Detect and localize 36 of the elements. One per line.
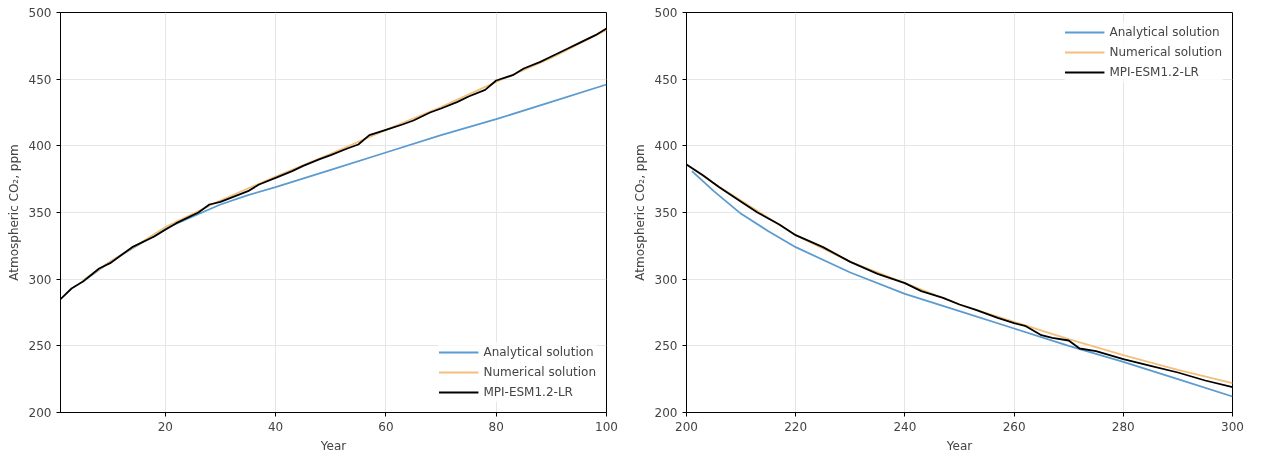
x-tick-label: 300 xyxy=(1221,419,1244,434)
y-tick-label: 350 xyxy=(28,206,52,220)
legend-label: Analytical solution xyxy=(1109,25,1220,39)
y-tick-label: 200 xyxy=(28,406,52,420)
x-tick-label: 220 xyxy=(784,419,808,434)
x-tick-label: 260 xyxy=(1002,419,1026,434)
legend-label: Numerical solution xyxy=(1109,45,1222,59)
y-tick-label: 450 xyxy=(28,72,52,87)
x-tick-label: 20 xyxy=(157,419,173,434)
legend-label: Analytical solution xyxy=(483,345,594,359)
legend-label: Numerical solution xyxy=(483,365,596,379)
y-tick-label: 400 xyxy=(28,139,52,154)
x-tick-label: 40 xyxy=(267,419,284,434)
y-tick-label: 300 xyxy=(654,272,678,287)
y-tick-label: 250 xyxy=(654,339,678,354)
x-axis-title: Year xyxy=(945,438,973,453)
y-tick-label: 300 xyxy=(28,272,52,287)
y-tick-label: 250 xyxy=(28,339,52,354)
y-tick-label: 500 xyxy=(654,6,678,20)
y-tick-label: 200 xyxy=(654,406,678,420)
line-series xyxy=(81,83,607,283)
y-tick-label: 400 xyxy=(654,139,678,154)
y-axis-title: Atmospheric CO₂, ppm xyxy=(6,144,21,281)
y-tick-label: 350 xyxy=(654,206,678,220)
x-tick-label: 60 xyxy=(378,419,394,434)
y-tick-label: 450 xyxy=(654,72,678,87)
y-tick-label: 500 xyxy=(28,6,52,20)
x-tick-label: 80 xyxy=(488,419,504,434)
x-tick-label: 200 xyxy=(675,419,698,434)
legend-label: MPI-ESM1.2-LR xyxy=(1109,65,1199,79)
x-axis-title: Year xyxy=(319,438,347,453)
x-tick-label: 100 xyxy=(595,419,618,434)
legend-label: MPI-ESM1.2-LR xyxy=(483,385,573,399)
y-axis-title: Atmospheric CO₂, ppm xyxy=(632,144,647,281)
x-tick-label: 280 xyxy=(1111,419,1135,434)
x-tick-label: 240 xyxy=(893,419,917,434)
